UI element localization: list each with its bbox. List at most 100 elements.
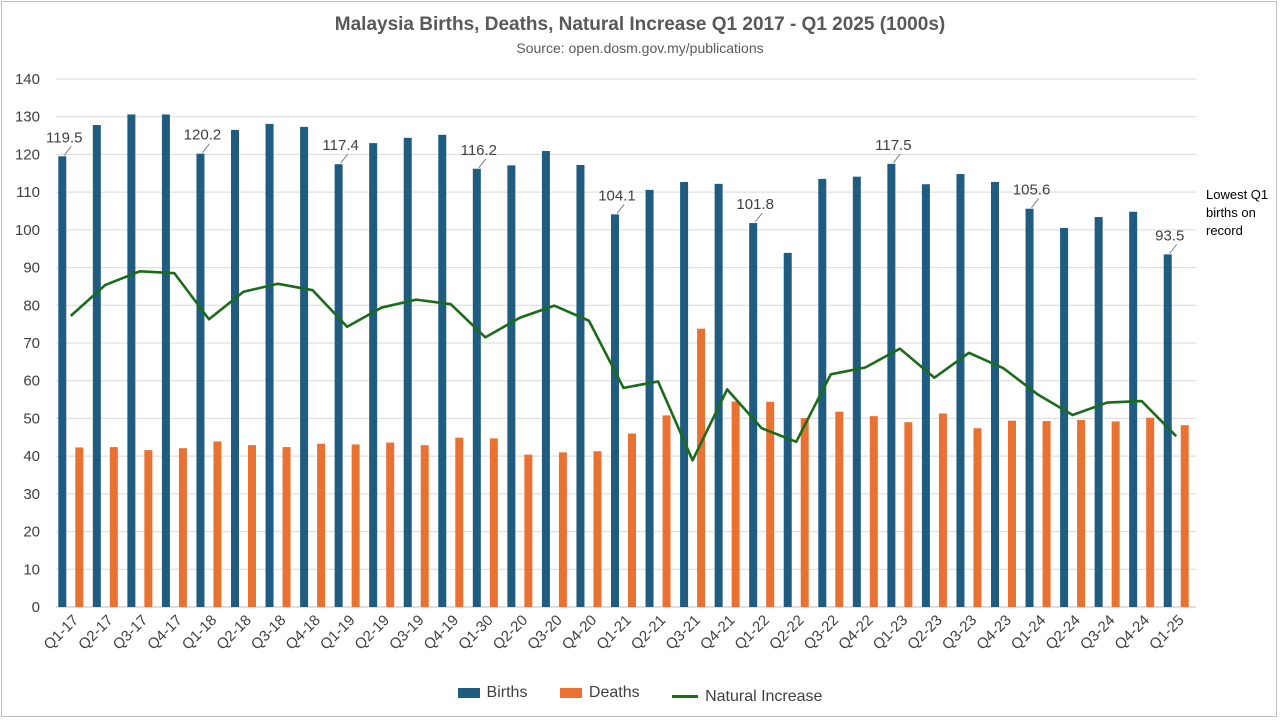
legend-item-births: Births bbox=[457, 684, 528, 702]
bar-deaths bbox=[835, 411, 844, 607]
bar-births bbox=[1025, 208, 1034, 608]
bar-deaths bbox=[1042, 421, 1051, 607]
x-tick-label: Q4-24 bbox=[1112, 612, 1154, 654]
y-tick-label: 40 bbox=[23, 448, 40, 465]
bar-deaths bbox=[938, 413, 947, 607]
x-tick-label: Q1-21 bbox=[593, 612, 635, 654]
bar-births bbox=[92, 125, 101, 608]
x-tick-label: Q4-23 bbox=[973, 612, 1015, 654]
bar-deaths bbox=[248, 445, 256, 607]
bar-births bbox=[334, 164, 343, 607]
bar-deaths bbox=[904, 422, 913, 607]
x-tick-label: Q1-24 bbox=[1008, 612, 1050, 654]
x-tick-label: Q2-19 bbox=[352, 612, 394, 654]
x-tick-label: Q4-20 bbox=[559, 612, 601, 654]
y-tick-label: 70 bbox=[23, 335, 40, 352]
data-label-leader bbox=[478, 158, 487, 169]
legend-swatch-births bbox=[457, 688, 480, 698]
x-tick-label: Q2-18 bbox=[213, 612, 255, 654]
bar-deaths bbox=[351, 444, 360, 607]
legend: Births Deaths Natural Increase bbox=[0, 684, 1280, 706]
bar-births bbox=[507, 165, 516, 607]
bar-deaths bbox=[178, 448, 187, 607]
y-tick-label: 90 bbox=[23, 260, 40, 277]
x-tick-label: Q3-24 bbox=[1077, 612, 1119, 654]
bar-births bbox=[611, 214, 619, 607]
data-label: 101.8 bbox=[736, 196, 774, 213]
y-tick-label: 50 bbox=[23, 410, 40, 427]
bar-births bbox=[749, 223, 758, 607]
x-tick-label: Q4-21 bbox=[697, 612, 739, 654]
legend-label-births: Births bbox=[486, 684, 528, 701]
bar-deaths bbox=[973, 428, 982, 607]
y-tick-label: 130 bbox=[15, 109, 40, 126]
x-tick-label: Q2-23 bbox=[904, 612, 946, 654]
data-label: 104.1 bbox=[598, 187, 636, 204]
y-tick-label: 110 bbox=[16, 184, 40, 201]
x-tick-label: Q1-30 bbox=[455, 612, 497, 654]
bar-births bbox=[265, 123, 274, 607]
bar-births bbox=[1060, 227, 1069, 607]
x-tick-label: Q2-24 bbox=[1042, 612, 1084, 654]
bar-deaths bbox=[1077, 419, 1086, 607]
bar-deaths bbox=[524, 454, 533, 607]
y-tick-label: 30 bbox=[23, 486, 40, 503]
bar-deaths bbox=[800, 418, 809, 607]
data-label: 116.2 bbox=[461, 142, 497, 159]
bar-deaths bbox=[317, 443, 326, 607]
data-label-leader bbox=[1169, 244, 1178, 254]
data-label-leader bbox=[754, 212, 763, 223]
data-label-leader bbox=[616, 204, 625, 214]
legend-item-natural-increase: Natural Increase bbox=[672, 688, 822, 706]
bar-deaths bbox=[420, 445, 429, 607]
bar-births bbox=[921, 184, 930, 608]
data-label: 117.4 bbox=[322, 137, 358, 154]
lowest-q1-note: Lowest Q1 births on record bbox=[1206, 187, 1269, 238]
bar-births bbox=[783, 252, 792, 607]
chart-subtitle: Source: open.dosm.gov.my/publications bbox=[516, 40, 764, 56]
bar-deaths bbox=[558, 452, 567, 607]
x-tick-label: Q4-19 bbox=[421, 612, 463, 654]
x-tick-label: Q1-23 bbox=[870, 612, 912, 654]
bar-deaths bbox=[697, 328, 706, 607]
bar-births bbox=[991, 181, 999, 607]
x-tick-label: Q3-23 bbox=[939, 612, 981, 654]
data-label: 117.5 bbox=[875, 137, 911, 154]
bar-deaths bbox=[75, 447, 84, 607]
y-tick-label: 80 bbox=[23, 297, 40, 314]
x-tick-label: Q3-20 bbox=[524, 612, 566, 654]
data-label-leader bbox=[1031, 198, 1039, 209]
y-tick-label: 0 bbox=[32, 599, 40, 616]
x-tick-label: Q3-21 bbox=[662, 612, 704, 654]
legend-label-deaths: Deaths bbox=[588, 684, 640, 701]
bar-deaths bbox=[489, 438, 498, 607]
bar-deaths bbox=[109, 447, 118, 607]
bar-births bbox=[1094, 217, 1103, 607]
x-tick-label: Q2-22 bbox=[766, 612, 808, 654]
bar-births bbox=[887, 163, 896, 607]
x-tick-label: Q2-17 bbox=[75, 612, 117, 654]
x-tick-label: Q1-18 bbox=[179, 612, 221, 654]
bar-births bbox=[58, 156, 67, 608]
y-tick-label: 20 bbox=[23, 524, 40, 541]
bar-births bbox=[438, 134, 447, 607]
bar-deaths bbox=[593, 451, 602, 607]
legend-label-natural-increase: Natural Increase bbox=[705, 687, 823, 705]
bar-deaths bbox=[1180, 425, 1189, 607]
bar-deaths bbox=[282, 447, 291, 607]
data-label: 105.6 bbox=[1013, 182, 1051, 199]
x-tick-label: Q3-22 bbox=[801, 612, 843, 654]
x-tick-label: Q3-17 bbox=[110, 612, 152, 654]
y-tick-label: 60 bbox=[23, 373, 40, 390]
bar-births bbox=[127, 114, 136, 608]
bar-births bbox=[714, 183, 723, 608]
x-tick-label: Q4-22 bbox=[835, 612, 877, 654]
x-tick-label: Q1-22 bbox=[732, 612, 774, 654]
data-label: 120.2 bbox=[184, 127, 222, 144]
bar-deaths bbox=[1111, 421, 1120, 607]
bar-deaths bbox=[144, 450, 153, 607]
data-label-leader bbox=[63, 146, 72, 156]
bar-deaths bbox=[731, 401, 740, 607]
